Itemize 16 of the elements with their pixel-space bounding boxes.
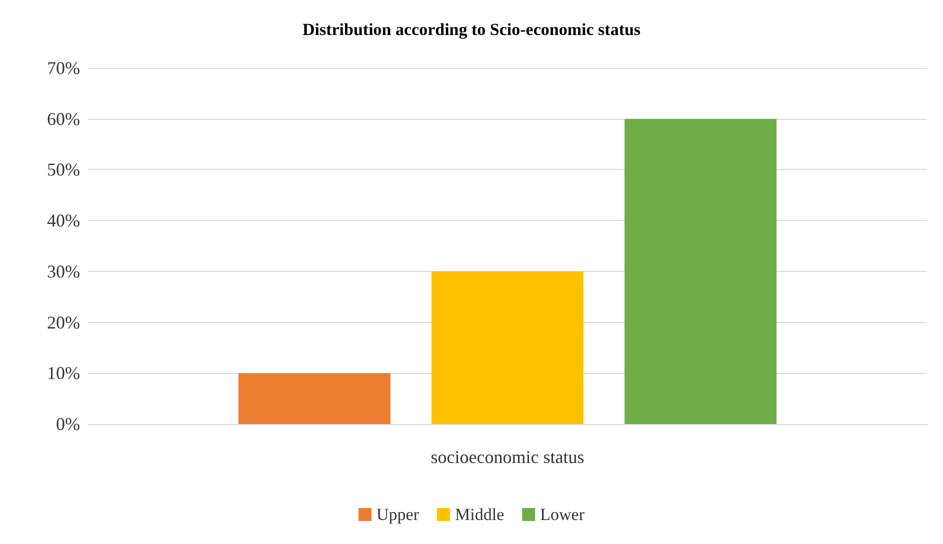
y-tick-label: 10%	[47, 363, 80, 384]
y-tick-label: 0%	[56, 414, 80, 434]
legend-label: Upper	[376, 505, 420, 524]
legend-label: Middle	[455, 505, 504, 524]
y-tick-label: 20%	[47, 312, 80, 332]
y-tick-label: 30%	[47, 261, 80, 282]
bar	[238, 373, 390, 424]
legend-label: Lower	[540, 505, 585, 524]
bar	[432, 271, 584, 424]
bar	[624, 118, 777, 424]
y-tick-label: 40%	[47, 210, 80, 231]
y-tick-label: 50%	[47, 160, 80, 180]
y-tick-label: 60%	[47, 108, 80, 129]
x-tick-label: socioeconomic status	[430, 447, 584, 467]
chart-title: Distribution according to Scio-economic status	[302, 20, 641, 39]
y-tick-label: 70%	[47, 58, 80, 78]
